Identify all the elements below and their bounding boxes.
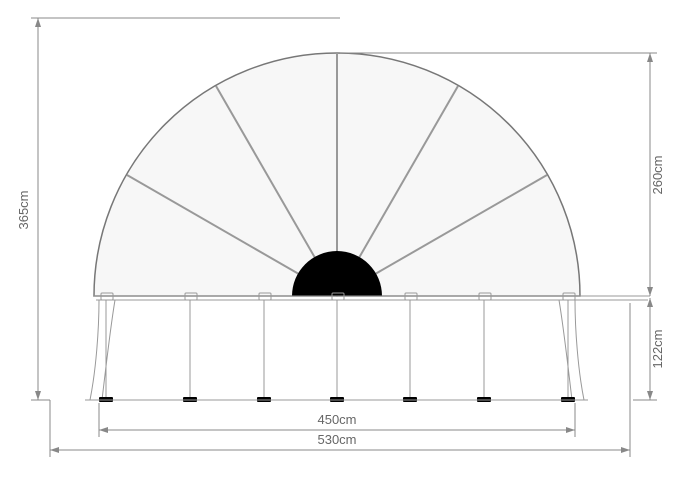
pool-wall-right xyxy=(575,300,584,400)
dim-height-pool-label: 122cm xyxy=(650,329,665,368)
dim-height-dome-label: 260cm xyxy=(650,155,665,194)
pool-legs xyxy=(99,293,575,402)
dim-height-pool: 122cm xyxy=(633,298,665,400)
dim-width-inner-label: 450cm xyxy=(317,412,356,427)
dim-width-outer: 530cm xyxy=(50,303,630,457)
pool-liner-left xyxy=(102,300,115,400)
pool-wall-left xyxy=(90,300,99,400)
dim-height-total-label: 365cm xyxy=(16,190,31,229)
pool-liner-right xyxy=(559,300,572,400)
dim-width-outer-label: 530cm xyxy=(317,432,356,447)
dimension-diagram: 450cm 530cm 122cm 260cm 365cm xyxy=(0,0,687,500)
